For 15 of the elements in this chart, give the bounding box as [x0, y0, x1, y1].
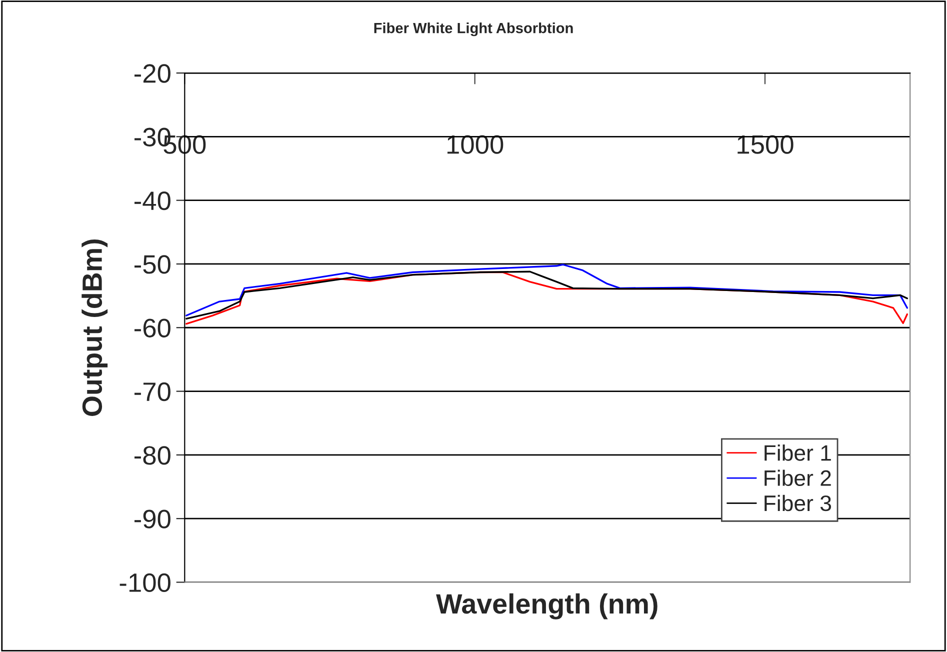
legend-label: Fiber 1	[764, 444, 831, 461]
y-tick-label: -100	[120, 573, 170, 592]
y-tick-label: -80	[134, 446, 170, 465]
x-axis-title: Wavelength (nm)	[436, 593, 658, 620]
line-series	[186, 264, 908, 316]
y-tick-label: -50	[134, 255, 170, 274]
y-tick-label: -40	[134, 191, 170, 210]
chart-title: Fiber White Light Absorbtion	[374, 22, 573, 36]
y-tick-label: -60	[134, 318, 170, 338]
y-tick-label: -90	[134, 510, 170, 528]
legend-label: Fiber 3	[764, 494, 831, 512]
legend-label: Fiber 2	[764, 470, 831, 486]
y-tick-label: -20	[134, 64, 170, 83]
y-axis-title: Output (dBm)	[82, 240, 108, 416]
y-tick-label: -70	[134, 382, 170, 402]
